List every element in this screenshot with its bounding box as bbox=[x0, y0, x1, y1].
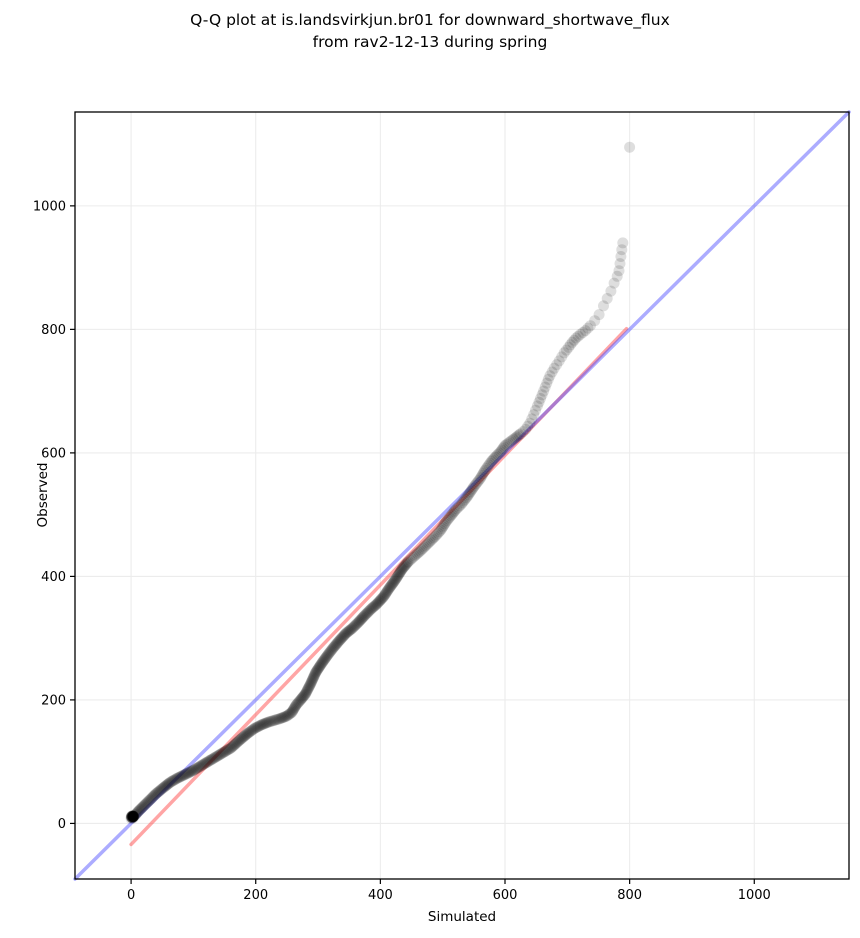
qq-scatter-points bbox=[125, 141, 636, 824]
x-tick-label: 1000 bbox=[738, 888, 771, 903]
chart-title-line2: from rav2-12-13 during spring bbox=[313, 33, 548, 51]
y-tick-label: 0 bbox=[58, 817, 66, 832]
chart-title-line1: Q-Q plot at is.landsvirkjun.br01 for dow… bbox=[190, 11, 670, 30]
x-tick-label: 800 bbox=[617, 888, 642, 903]
axes-frame bbox=[74, 111, 850, 880]
y-tick-label: 1000 bbox=[33, 199, 66, 214]
y-axis-label: Observed bbox=[35, 463, 51, 528]
y-tick-label: 400 bbox=[41, 570, 66, 585]
y-tick-label: 600 bbox=[41, 446, 66, 461]
y-tick-label: 800 bbox=[41, 323, 66, 338]
y-tick-label: 200 bbox=[41, 693, 66, 708]
x-tick-label: 400 bbox=[368, 888, 393, 903]
reference-lines bbox=[73, 110, 851, 881]
x-tick-label: 600 bbox=[493, 888, 518, 903]
regression-fit-line bbox=[129, 327, 629, 847]
x-tick-label: 0 bbox=[127, 888, 135, 903]
grid-lines bbox=[75, 112, 849, 879]
axis-ticks: 0 200 400 600 800 1000 0 200 400 600 800 1000 bbox=[33, 199, 771, 903]
x-axis-label: Simulated bbox=[428, 909, 496, 925]
identity-line bbox=[73, 110, 851, 881]
plot-border bbox=[74, 111, 850, 880]
x-tick-label: 200 bbox=[243, 888, 268, 903]
